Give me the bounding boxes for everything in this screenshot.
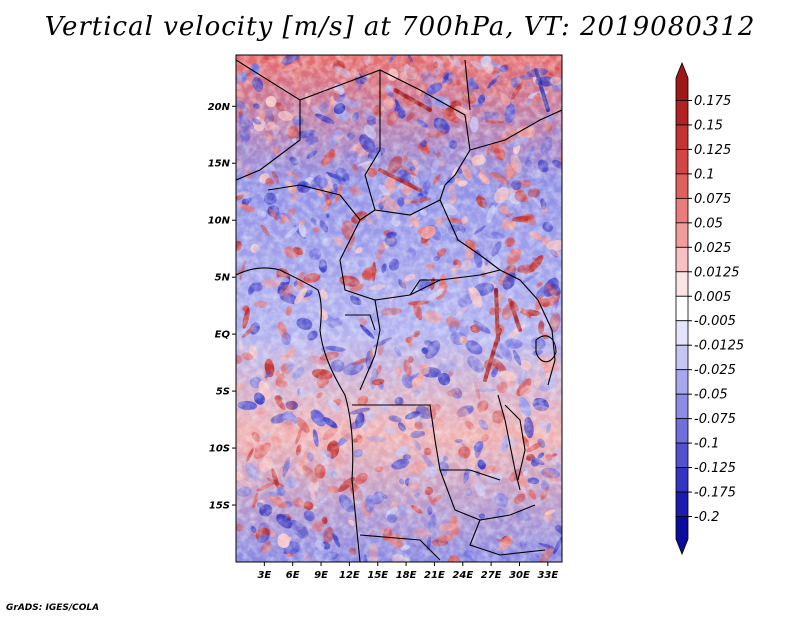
lake-tanganyika <box>497 394 521 491</box>
lon-label: 33E <box>537 570 558 581</box>
lon-label: 6E <box>286 570 300 581</box>
border-12 <box>345 314 376 331</box>
border-16 <box>504 404 526 481</box>
latitude-axis: 20N 15N 10N 5N EQ 5S 10S 15S <box>208 102 236 512</box>
colorbar-label: -0.2 <box>694 510 719 525</box>
border-13 <box>352 404 501 481</box>
colorbar-swatch <box>675 100 689 126</box>
lat-label: 10N <box>208 216 231 227</box>
border-8 <box>267 184 501 301</box>
colorbar-swatch <box>675 418 689 444</box>
lat-label: EQ <box>215 330 231 341</box>
border-9 <box>499 269 556 386</box>
colorbar-swatch <box>675 295 689 322</box>
colorbar-swatch <box>675 271 689 297</box>
lon-label: 3E <box>257 570 271 581</box>
colorbar-label: 0.175 <box>694 94 731 109</box>
map-frame <box>235 54 563 563</box>
border-1 <box>236 59 301 181</box>
colorbar-swatch <box>675 149 689 175</box>
lat-label: 5N <box>215 273 231 284</box>
colorbar-label: 0.075 <box>694 192 731 207</box>
lon-label: 27E <box>481 570 502 581</box>
lon-label: 15E <box>367 570 388 581</box>
lon-label: 30E <box>509 570 530 581</box>
lat-label: 15N <box>208 159 231 170</box>
border-17 <box>469 519 546 556</box>
colorbar-label: -0.005 <box>694 314 736 329</box>
colorbar-swatch <box>675 320 689 346</box>
lat-label: 15S <box>209 501 230 512</box>
chart-title: Vertical velocity [m/s] at 700hPa, VT: 2… <box>44 12 756 42</box>
colorbar-label: -0.0125 <box>694 339 744 354</box>
lon-label: 24E <box>452 570 473 581</box>
coastlines-and-borders <box>236 59 562 562</box>
colorbar-label: 0.15 <box>694 118 723 133</box>
border-5 <box>469 109 562 151</box>
lat-label: 5S <box>216 387 230 398</box>
lon-label: 18E <box>396 570 417 581</box>
map-panel <box>236 55 562 562</box>
colorbar-swatch <box>675 124 689 150</box>
border-3 <box>359 70 381 221</box>
colorbar-swatch <box>675 344 689 371</box>
colorbar-label: -0.075 <box>694 412 736 427</box>
colorbar-label: -0.1 <box>694 437 719 452</box>
colorbar-label: -0.05 <box>694 388 728 403</box>
border-6 <box>439 184 501 271</box>
colorbar-swatch <box>675 173 689 199</box>
lon-label: 12E <box>339 570 360 581</box>
border-4 <box>464 59 471 111</box>
lon-label: 9E <box>314 570 328 581</box>
colorbar-swatch <box>675 467 689 493</box>
colorbar: 0.175 0.15 0.125 0.1 0.075 0.05 0.025 0.0125 0.0… <box>675 61 744 556</box>
colorbar-swatch <box>675 393 689 420</box>
lat-label: 10S <box>209 444 230 455</box>
border-15 <box>359 534 441 561</box>
border-10 <box>359 299 381 391</box>
colorbar-label: 0.005 <box>694 290 731 305</box>
colorbar-swatch <box>675 369 689 395</box>
border-7 <box>374 199 441 216</box>
lon-label: 21E <box>424 570 445 581</box>
colorbar-label: 0.0125 <box>694 265 740 280</box>
colorbar-label: 0.05 <box>694 216 723 231</box>
west-coastline <box>236 267 361 562</box>
colorbar-swatch <box>675 491 689 517</box>
colorbar-label: 0.025 <box>694 241 731 256</box>
colorbar-label: -0.125 <box>694 461 736 476</box>
lake-victoria <box>535 335 557 363</box>
lat-label: 20N <box>208 102 231 113</box>
field-texture <box>236 55 562 562</box>
grads-credit: GrADS: IGES/COLA <box>6 603 100 613</box>
colorbar-swatch <box>675 246 689 273</box>
longitude-axis: 3E 6E 9E 12E 15E 18E 21E 24E 27E 30E 33E <box>257 562 558 581</box>
border-11 <box>409 279 440 296</box>
colorbar-swatch <box>675 442 689 468</box>
colorbar-label: -0.025 <box>694 363 736 378</box>
colorbar-swatch <box>675 197 689 224</box>
colorbar-swatch <box>675 222 689 248</box>
colorbar-swatch <box>675 61 689 101</box>
colorbar-label: 0.125 <box>694 143 731 158</box>
colorbar-label: 0.1 <box>694 167 715 182</box>
colorbar-label: -0.175 <box>694 486 736 501</box>
colorbar-swatch <box>675 516 689 556</box>
